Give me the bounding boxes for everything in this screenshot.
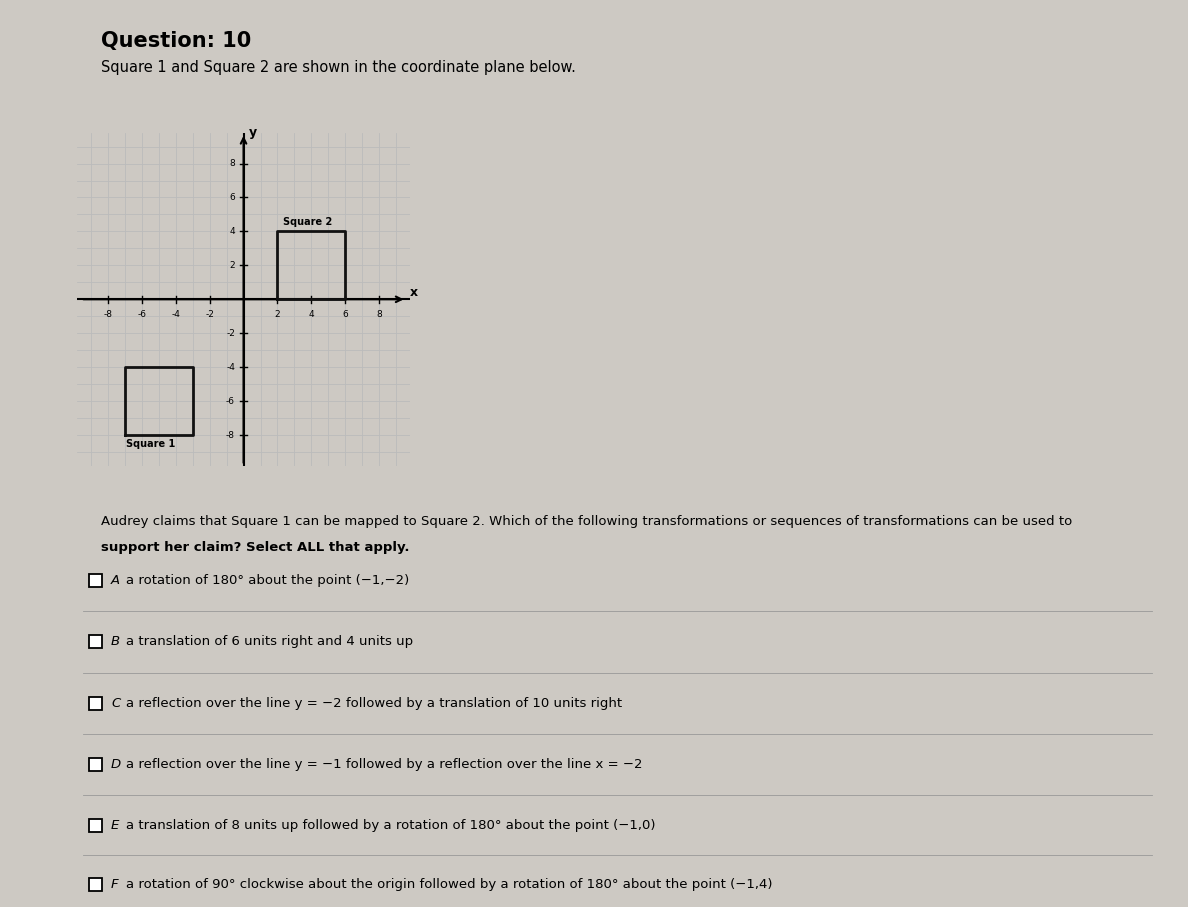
- Text: 8: 8: [377, 310, 383, 319]
- Text: Audrey claims that Square 1 can be mapped to Square 2. Which of the following tr: Audrey claims that Square 1 can be mappe…: [101, 515, 1073, 528]
- Text: B: B: [112, 635, 120, 648]
- Text: a rotation of 90° clockwise about the origin followed by a rotation of 180° abou: a rotation of 90° clockwise about the or…: [126, 878, 772, 891]
- Text: Square 1 and Square 2 are shown in the coordinate plane below.: Square 1 and Square 2 are shown in the c…: [101, 60, 576, 75]
- Text: -2: -2: [206, 310, 214, 319]
- FancyBboxPatch shape: [89, 635, 102, 648]
- Text: 4: 4: [309, 310, 315, 319]
- Text: Question: 10: Question: 10: [101, 31, 251, 51]
- Text: -8: -8: [226, 431, 235, 440]
- Text: 8: 8: [229, 159, 235, 168]
- Text: support her claim? Select ALL that apply.: support her claim? Select ALL that apply…: [101, 541, 410, 553]
- Text: -6: -6: [226, 396, 235, 405]
- Text: -8: -8: [103, 310, 113, 319]
- FancyBboxPatch shape: [89, 574, 102, 587]
- Text: -4: -4: [226, 363, 235, 372]
- Text: -6: -6: [137, 310, 146, 319]
- Text: Square 2: Square 2: [283, 217, 331, 227]
- Text: 2: 2: [274, 310, 280, 319]
- FancyBboxPatch shape: [89, 878, 102, 891]
- Text: 4: 4: [229, 227, 235, 236]
- Text: D: D: [112, 758, 121, 771]
- Text: 2: 2: [229, 261, 235, 270]
- Text: F: F: [112, 878, 119, 891]
- FancyBboxPatch shape: [89, 758, 102, 771]
- Text: 6: 6: [342, 310, 348, 319]
- Text: Square 1: Square 1: [126, 439, 176, 449]
- Text: -2: -2: [226, 328, 235, 337]
- Text: a reflection over the line y = −1 followed by a reflection over the line x = −2: a reflection over the line y = −1 follow…: [126, 758, 643, 771]
- Text: A: A: [112, 574, 120, 587]
- Text: x: x: [410, 286, 418, 299]
- Text: y: y: [248, 126, 257, 140]
- Text: a translation of 6 units right and 4 units up: a translation of 6 units right and 4 uni…: [126, 635, 413, 648]
- Text: C: C: [112, 697, 120, 710]
- Text: a translation of 8 units up followed by a rotation of 180° about the point (−1,0: a translation of 8 units up followed by …: [126, 819, 656, 832]
- Text: a reflection over the line y = −2 followed by a translation of 10 units right: a reflection over the line y = −2 follow…: [126, 697, 623, 710]
- Text: E: E: [112, 819, 120, 832]
- FancyBboxPatch shape: [89, 697, 102, 710]
- Text: -4: -4: [171, 310, 181, 319]
- Text: 6: 6: [229, 193, 235, 202]
- Text: a rotation of 180° about the point (−1,−2): a rotation of 180° about the point (−1,−…: [126, 574, 410, 587]
- FancyBboxPatch shape: [89, 819, 102, 832]
